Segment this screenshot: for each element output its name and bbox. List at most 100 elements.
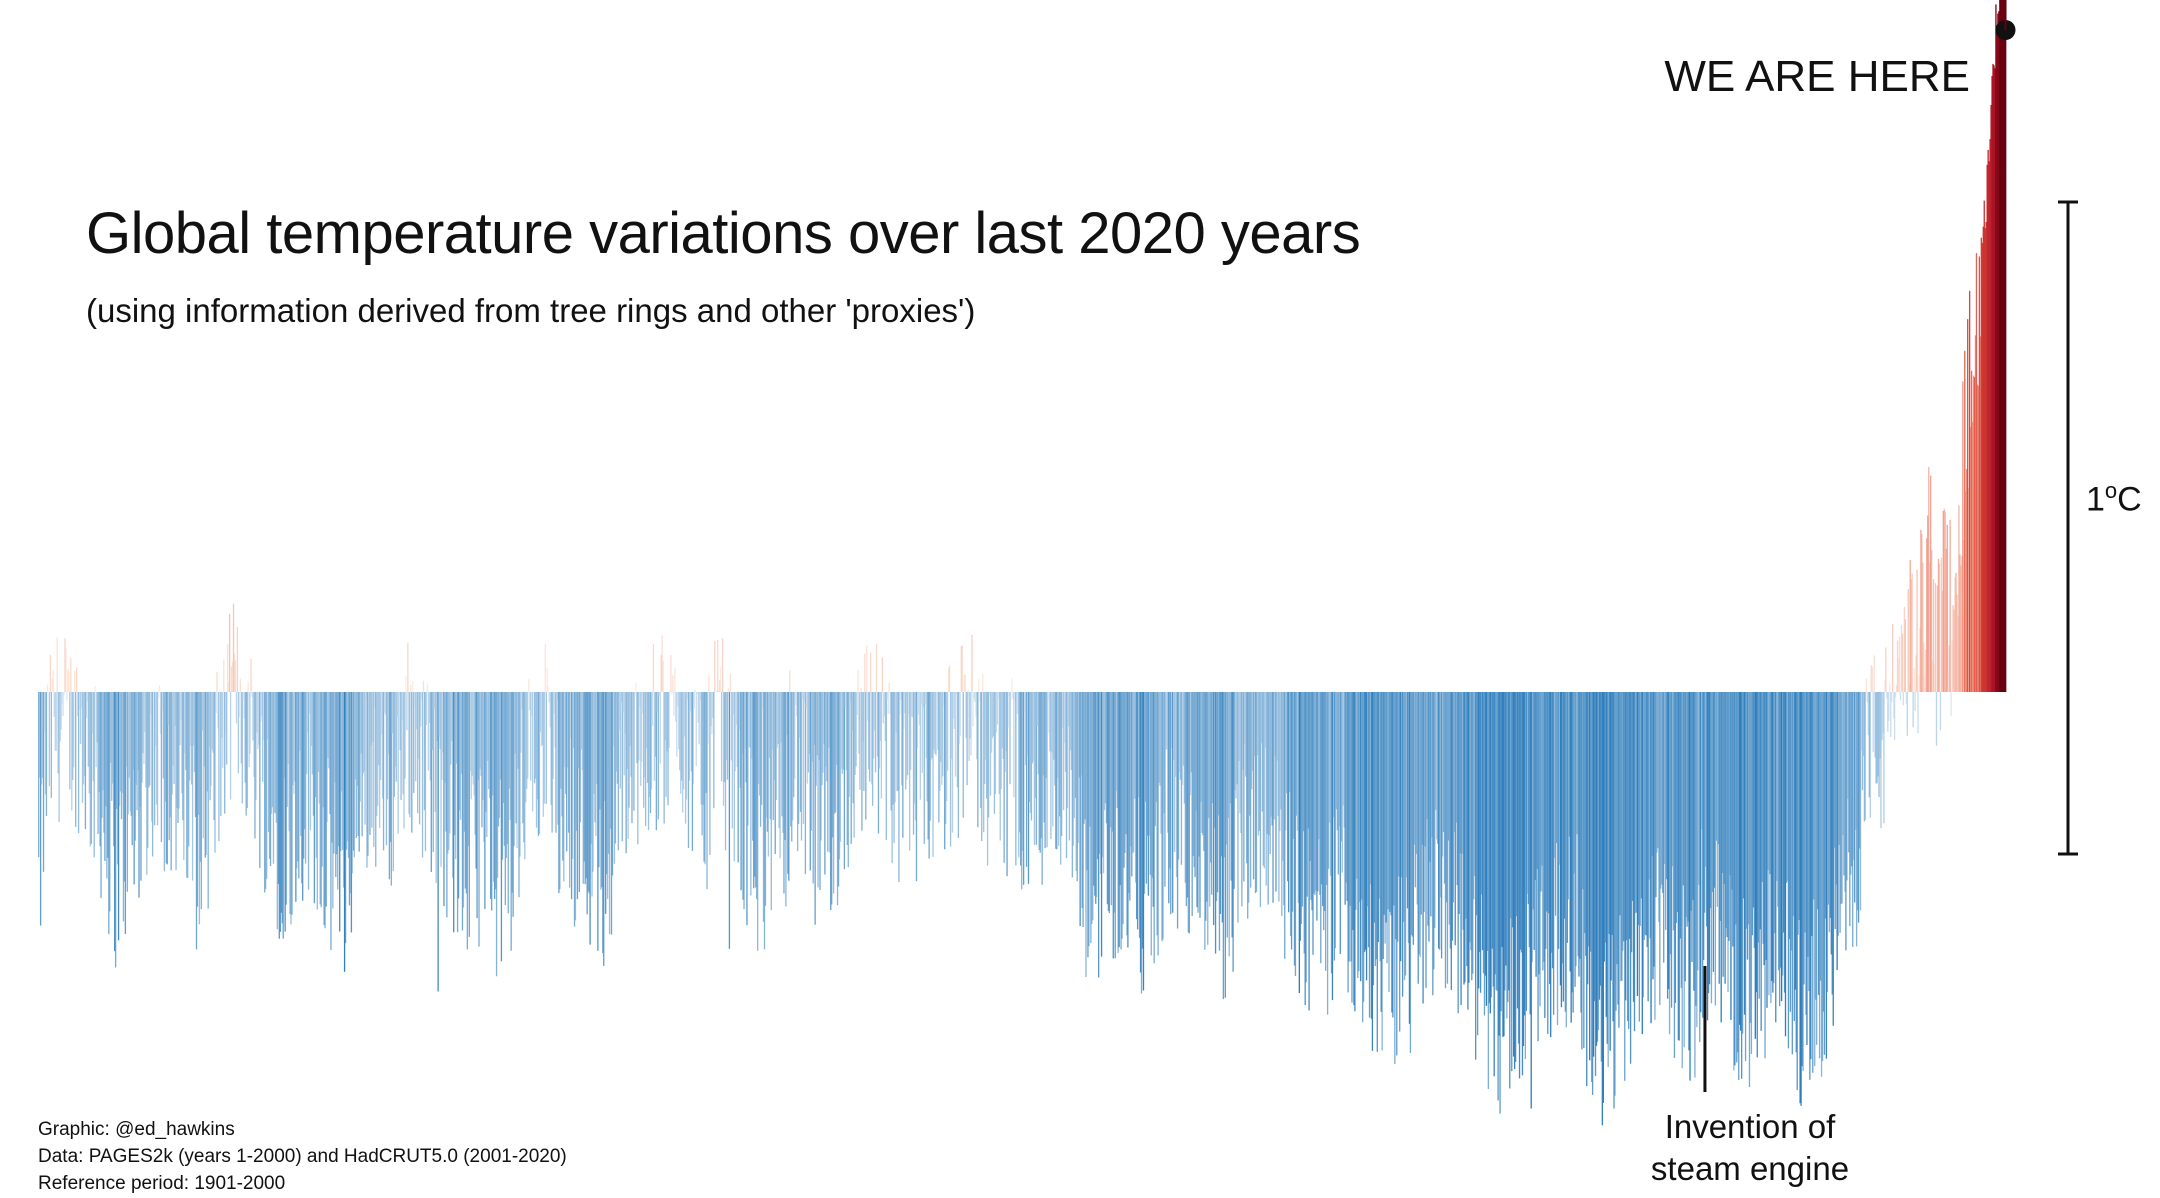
bar-year-1625 bbox=[1620, 692, 1622, 982]
bar-year-333 bbox=[361, 692, 363, 837]
bar-year-1021 bbox=[1031, 692, 1034, 764]
bar-year-904 bbox=[917, 692, 920, 715]
bar-year-1776 bbox=[1767, 692, 1769, 870]
bar-year-1955 bbox=[1941, 590, 1944, 692]
bar-year-133 bbox=[166, 692, 168, 865]
bar-year-1010 bbox=[1021, 692, 1023, 890]
bar-year-932 bbox=[945, 692, 947, 824]
bar-year-1071 bbox=[1080, 692, 1082, 776]
bar-year-690 bbox=[709, 692, 711, 855]
bar-year-1249 bbox=[1253, 692, 1256, 757]
bar-year-887 bbox=[901, 692, 903, 786]
bar-year-1541 bbox=[1538, 692, 1540, 975]
bar-year-682 bbox=[701, 692, 703, 836]
bar-year-1282 bbox=[1286, 692, 1288, 794]
bar-year-372 bbox=[399, 692, 401, 751]
bar-year-999 bbox=[1010, 692, 1012, 701]
bar-year-150 bbox=[183, 692, 185, 860]
bar-year-940 bbox=[952, 692, 955, 719]
bar-year-985 bbox=[996, 692, 998, 725]
bar-year-1025 bbox=[1035, 692, 1037, 845]
bar-year-1790 bbox=[1780, 692, 1783, 1002]
bar-year-1254 bbox=[1258, 692, 1261, 831]
bar-year-571 bbox=[593, 692, 595, 794]
bar-year-599 bbox=[620, 692, 622, 703]
bar-year-1048 bbox=[1058, 692, 1060, 846]
bar-year-2015 bbox=[2000, 0, 2002, 692]
bar-year-1525 bbox=[1522, 692, 1525, 1047]
bar-year-1535 bbox=[1532, 692, 1534, 910]
bar-year-506 bbox=[530, 692, 532, 781]
bar-year-1949 bbox=[1935, 692, 1938, 746]
bar-year-912 bbox=[925, 692, 927, 758]
bar-year-322 bbox=[350, 692, 353, 933]
bar-year-852 bbox=[867, 692, 869, 721]
bar-year-1224 bbox=[1229, 692, 1231, 804]
bar-year-405 bbox=[431, 692, 433, 750]
bar-year-1034 bbox=[1044, 692, 1046, 849]
bar-year-1259 bbox=[1263, 692, 1265, 869]
bar-year-1975 bbox=[1961, 555, 1963, 692]
bar-year-1274 bbox=[1278, 692, 1280, 902]
bar-year-1514 bbox=[1512, 692, 1514, 928]
bar-year-17 bbox=[53, 692, 55, 717]
bar-year-1174 bbox=[1180, 692, 1183, 865]
bar-year-1553 bbox=[1550, 692, 1552, 1038]
bar-year-1436 bbox=[1436, 692, 1438, 840]
bar-year-1900 bbox=[1888, 692, 1890, 721]
bar-year-1108 bbox=[1116, 692, 1118, 808]
bar-year-1149 bbox=[1156, 692, 1158, 936]
bar-year-1238 bbox=[1243, 692, 1245, 882]
bar-year-1410 bbox=[1410, 692, 1413, 936]
bar-year-1330 bbox=[1332, 692, 1335, 818]
bar-year-847 bbox=[862, 692, 864, 742]
bar-year-1011 bbox=[1022, 692, 1024, 851]
bar-year-644 bbox=[664, 692, 666, 741]
bar-year-457 bbox=[482, 692, 484, 801]
bar-year-973 bbox=[984, 692, 987, 761]
bar-year-1675 bbox=[1668, 692, 1671, 1035]
bar-year-1664 bbox=[1658, 692, 1660, 922]
bar-year-1380 bbox=[1381, 692, 1383, 1051]
bar-year-1437 bbox=[1437, 692, 1439, 844]
bar-year-1074 bbox=[1083, 692, 1085, 824]
bar-year-1744 bbox=[1736, 692, 1738, 1063]
bar-year-1603 bbox=[1598, 692, 1601, 1000]
bar-year-763 bbox=[780, 692, 782, 743]
bar-year-898 bbox=[911, 692, 914, 718]
bar-year-988 bbox=[999, 692, 1001, 841]
bar-year-1394 bbox=[1395, 692, 1397, 940]
bar-year-1795 bbox=[1785, 692, 1788, 883]
bar-year-1392 bbox=[1393, 692, 1395, 906]
bar-year-346 bbox=[374, 692, 376, 708]
bar-year-1031 bbox=[1041, 692, 1043, 885]
bar-year-1614 bbox=[1609, 692, 1611, 1051]
bar-year-514 bbox=[537, 692, 540, 836]
bar-year-1846 bbox=[1835, 692, 1837, 885]
bar-year-1822 bbox=[1812, 692, 1814, 1073]
bar-year-543 bbox=[566, 692, 568, 852]
bar-year-1720 bbox=[1712, 692, 1715, 972]
bar-year-394 bbox=[420, 692, 423, 700]
bar-year-1597 bbox=[1592, 692, 1595, 1057]
bar-year-1608 bbox=[1603, 692, 1605, 962]
bar-year-101 bbox=[135, 692, 137, 786]
bar-year-601 bbox=[622, 692, 624, 713]
bar-year-59 bbox=[94, 686, 96, 692]
bar-year-1662 bbox=[1656, 692, 1658, 853]
bar-year-56 bbox=[91, 692, 93, 734]
bar-year-83 bbox=[117, 692, 120, 941]
bar-year-583 bbox=[605, 692, 607, 914]
bar-year-567 bbox=[589, 692, 591, 945]
bar-year-1478 bbox=[1476, 692, 1479, 1036]
bar-year-554 bbox=[576, 692, 579, 900]
bar-year-142 bbox=[175, 692, 177, 871]
bar-year-961 bbox=[973, 692, 975, 699]
bar-year-1016 bbox=[1026, 692, 1029, 756]
bar-year-1571 bbox=[1567, 692, 1569, 900]
bar-year-1266 bbox=[1270, 692, 1272, 817]
bar-year-402 bbox=[428, 692, 430, 723]
bar-year-1403 bbox=[1403, 692, 1406, 981]
bar-year-1372 bbox=[1373, 692, 1376, 923]
bar-year-1684 bbox=[1677, 692, 1679, 1041]
